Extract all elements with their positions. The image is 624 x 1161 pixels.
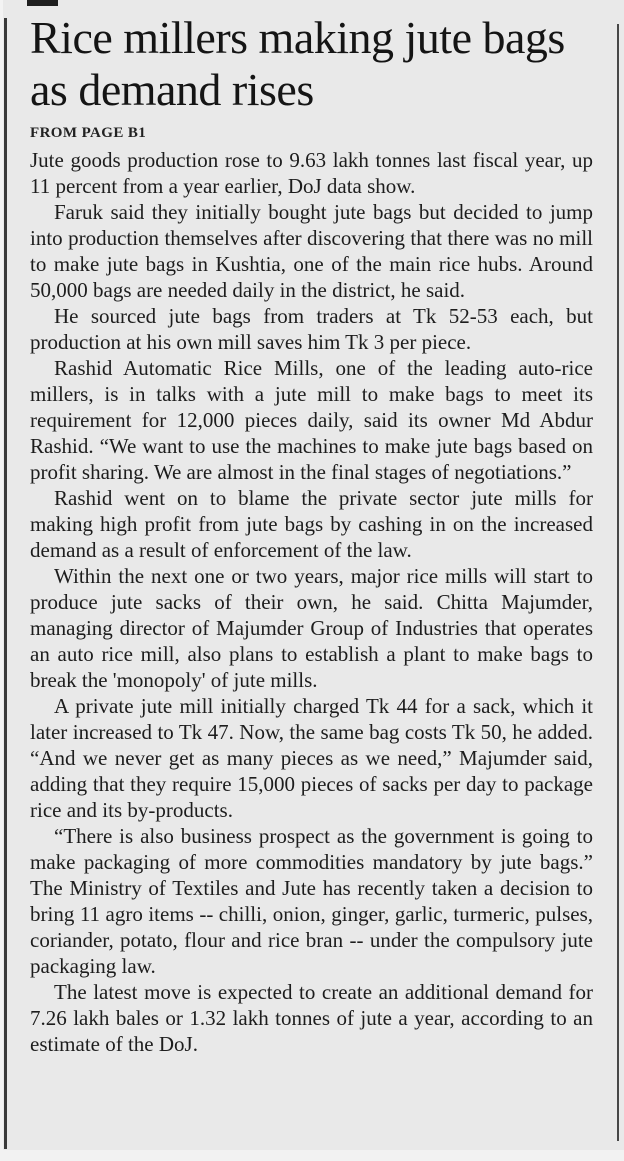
article-paragraph: He sourced jute bags from traders at Tk … (30, 304, 593, 354)
article-paragraph: Within the next one or two years, major … (30, 564, 593, 692)
article-paragraph: Rashid went on to blame the private sect… (30, 486, 593, 562)
article-paragraph: “There is also business prospect as the … (30, 824, 593, 978)
paper-margin-bottom (0, 1150, 624, 1161)
article-paragraph: Faruk said they initially bought jute ba… (30, 200, 593, 302)
article-headline: Rice millers making jute bags as demand … (30, 12, 565, 115)
paper-edge (0, 0, 3, 1161)
from-page-label: FROM PAGE B1 (30, 125, 147, 141)
scan-artifact-mark (27, 0, 58, 6)
article-paragraph: A private jute mill initially charged Tk… (30, 694, 593, 822)
column-rule-right (617, 24, 619, 1141)
article: Rice millers making jute bags as demand … (30, 12, 593, 1057)
article-paragraph: Jute goods production rose to 9.63 lakh … (30, 148, 593, 198)
column-rule-left (4, 18, 7, 1149)
article-paragraph: The latest move is expected to create an… (30, 980, 593, 1056)
article-body: Jute goods production rose to 9.63 lakh … (30, 147, 593, 1057)
article-paragraph: Rashid Automatic Rice Mills, one of the … (30, 356, 593, 484)
